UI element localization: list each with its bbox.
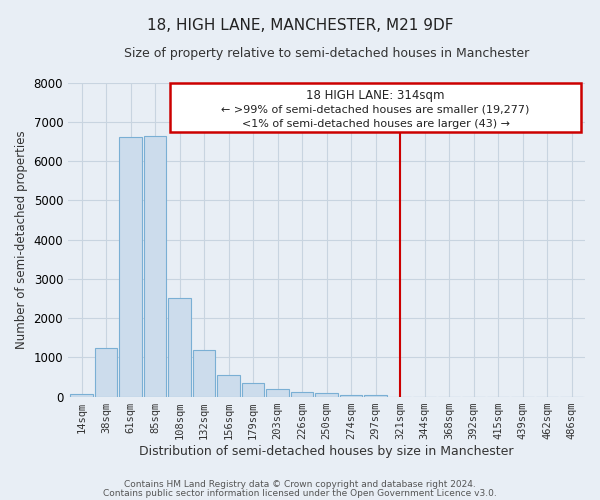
Bar [266,388,289,396]
Text: ← >99% of semi-detached houses are smaller (19,277): ← >99% of semi-detached houses are small… [221,104,530,115]
Bar [242,383,264,396]
Bar [340,394,362,396]
Bar [70,394,92,396]
Text: 18, HIGH LANE, MANCHESTER, M21 9DF: 18, HIGH LANE, MANCHESTER, M21 9DF [147,18,453,32]
Bar [316,393,338,396]
Text: 18 HIGH LANE: 314sqm: 18 HIGH LANE: 314sqm [306,89,445,102]
Bar [144,136,166,396]
Bar [364,395,386,396]
Bar [119,138,142,396]
Bar [169,298,191,396]
X-axis label: Distribution of semi-detached houses by size in Manchester: Distribution of semi-detached houses by … [139,444,514,458]
Text: Contains HM Land Registry data © Crown copyright and database right 2024.: Contains HM Land Registry data © Crown c… [124,480,476,489]
Bar [217,375,239,396]
Y-axis label: Number of semi-detached properties: Number of semi-detached properties [15,130,28,349]
Bar [95,348,117,397]
Title: Size of property relative to semi-detached houses in Manchester: Size of property relative to semi-detach… [124,48,529,60]
Text: Contains public sector information licensed under the Open Government Licence v3: Contains public sector information licen… [103,488,497,498]
Bar [291,392,313,396]
Text: <1% of semi-detached houses are larger (43) →: <1% of semi-detached houses are larger (… [242,119,509,129]
Bar [193,350,215,397]
FancyBboxPatch shape [170,82,581,132]
